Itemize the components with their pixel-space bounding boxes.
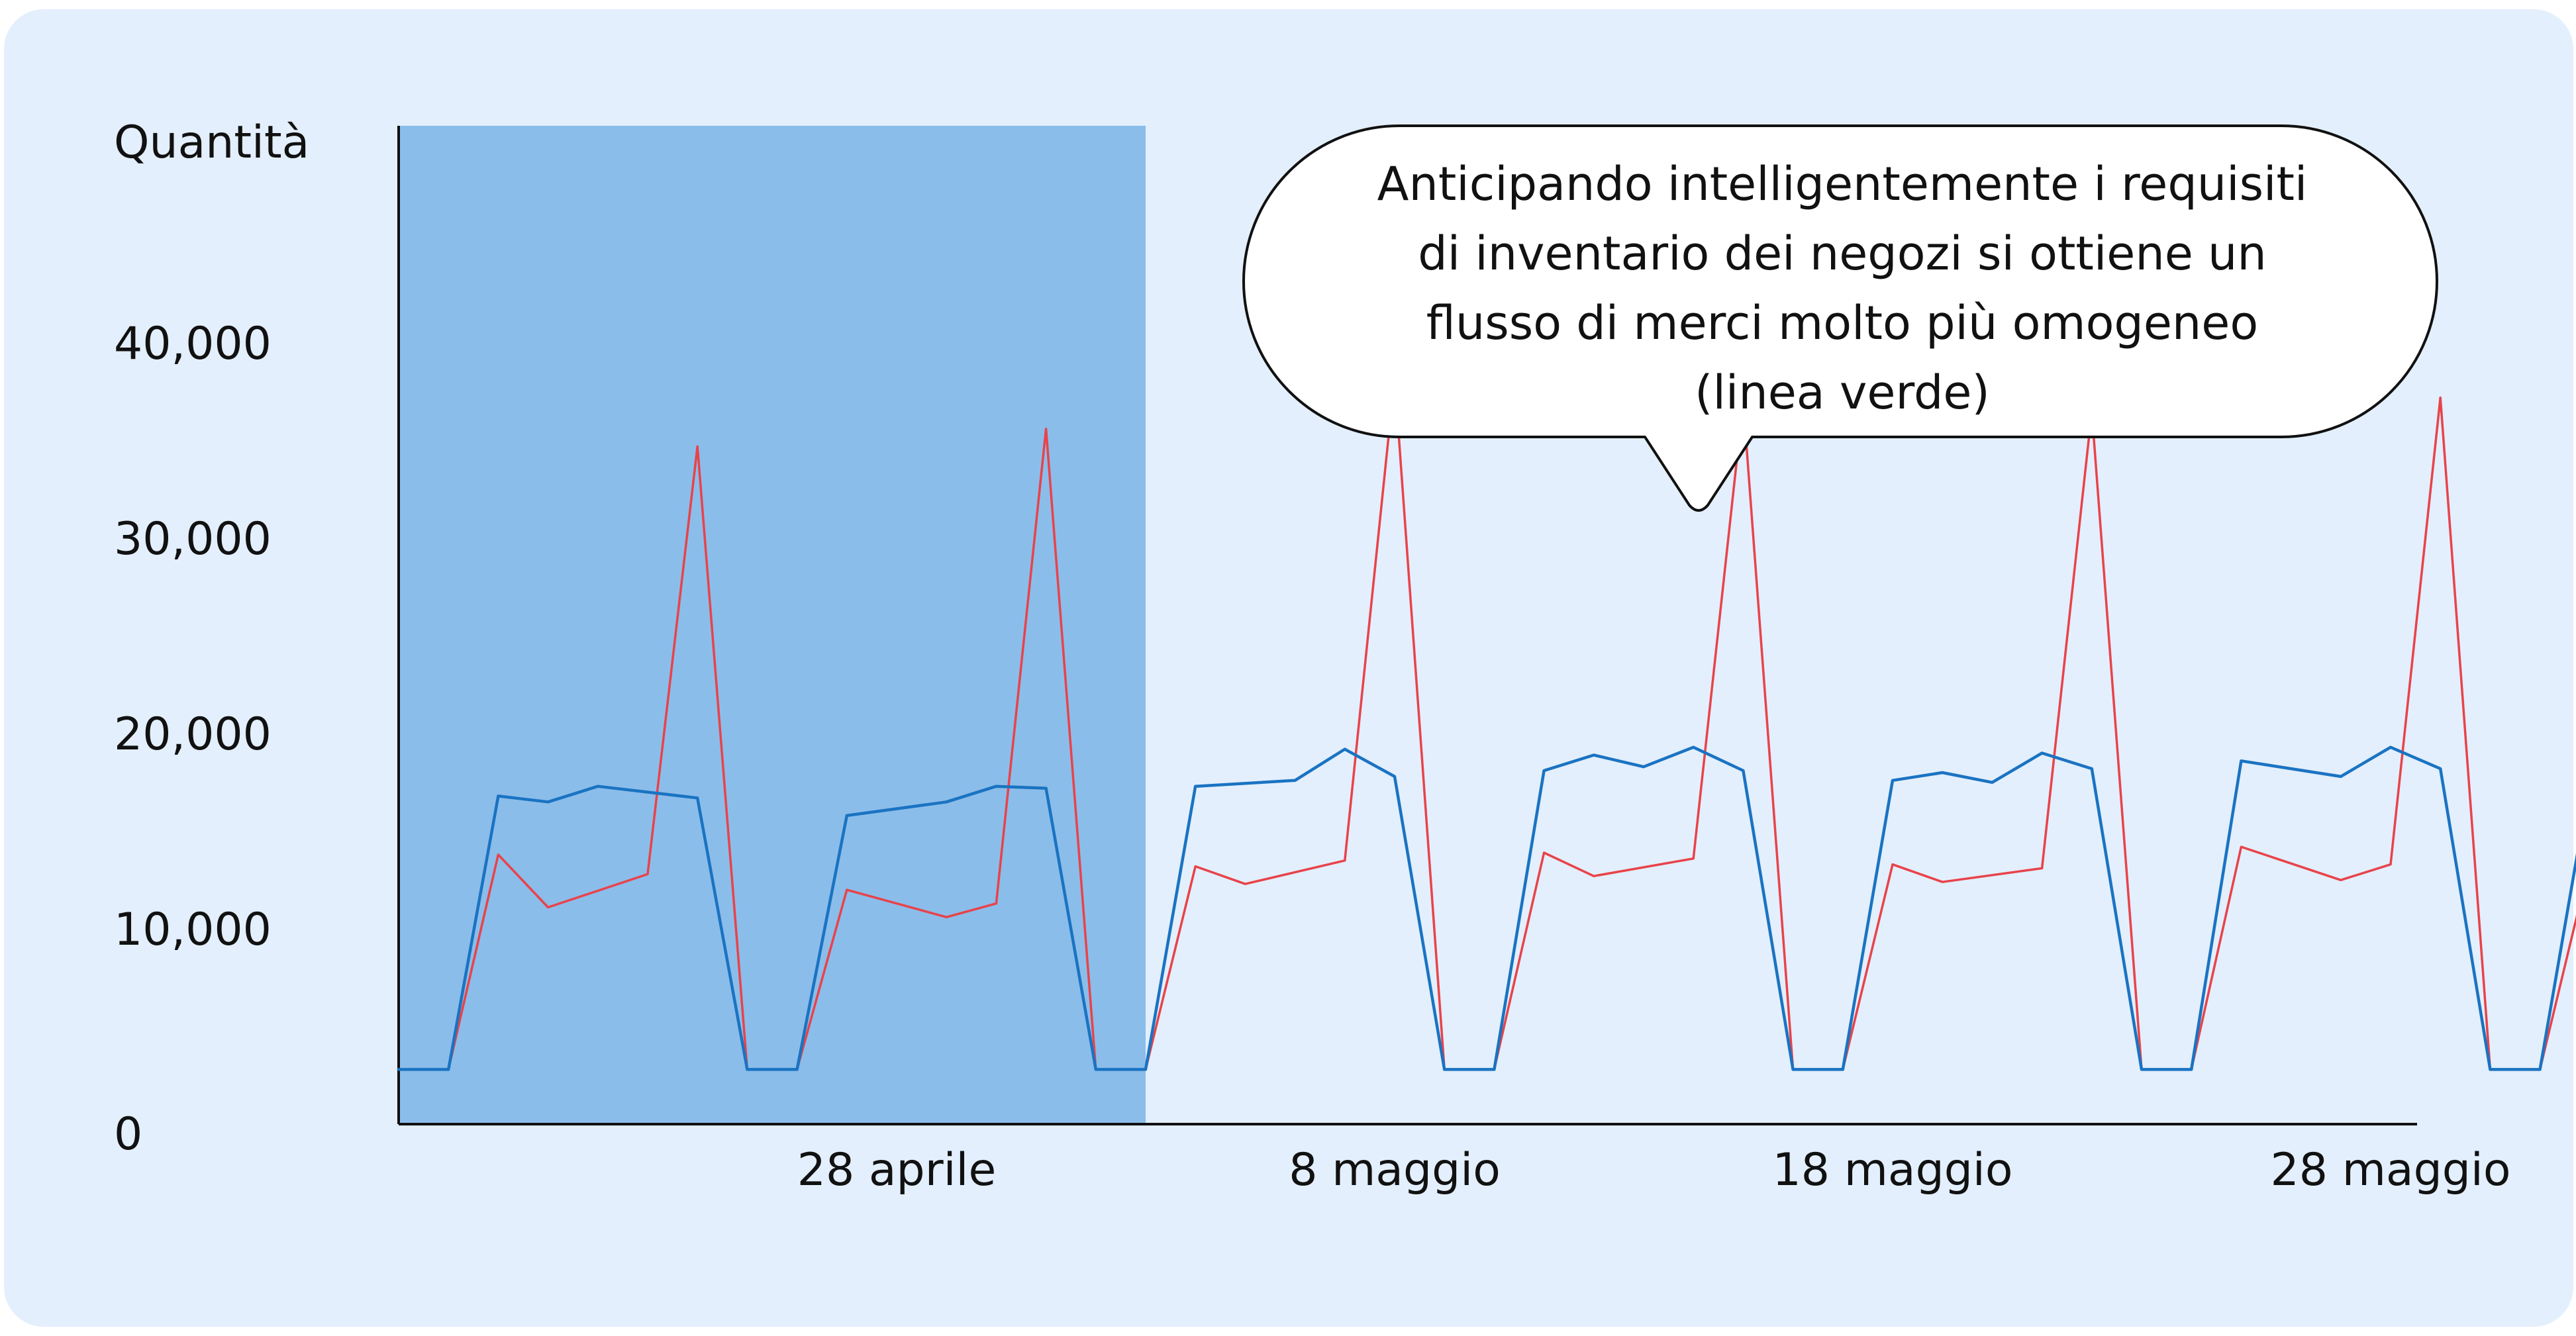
- callout-bubble: [1242, 124, 2438, 512]
- annotation-callout: Anticipando intelligentemente i requisit…: [1242, 124, 2438, 512]
- callout-text-line: Anticipando intelligentemente i requisit…: [1377, 157, 2308, 211]
- callout-text-line: di inventario dei negozi si ottiene un: [1418, 226, 2267, 281]
- y-tick-labels: 0 10,000 20,000 30,000 40,000: [114, 318, 272, 1161]
- x-tick-label: 18 maggio: [1773, 1144, 2013, 1196]
- series-lines: [397, 377, 2576, 1071]
- y-tick-label: 30,000: [114, 513, 272, 565]
- y-tick-label: 10,000: [114, 904, 272, 956]
- axes: Quantità: [114, 117, 2417, 1125]
- x-tick-label: 28 aprile: [797, 1144, 997, 1196]
- x-tick-label: 28 maggio: [2271, 1144, 2511, 1196]
- callout-text-line: (linea verde): [1695, 365, 1990, 420]
- x-tick-label: 8 maggio: [1289, 1144, 1501, 1196]
- y-tick-label: 0: [114, 1108, 142, 1161]
- callout-text-line: flusso di merci molto più omogeneo: [1426, 296, 2258, 350]
- callout-text: Anticipando intelligentemente i requisit…: [1377, 157, 2308, 420]
- highlight-region-layer: [399, 126, 1146, 1124]
- highlight-region: [399, 126, 1146, 1124]
- y-tick-label: 20,000: [114, 708, 272, 761]
- y-axis-title: Quantità: [114, 117, 309, 169]
- series-line-blue: [397, 745, 2576, 1071]
- y-tick-label: 40,000: [114, 318, 272, 370]
